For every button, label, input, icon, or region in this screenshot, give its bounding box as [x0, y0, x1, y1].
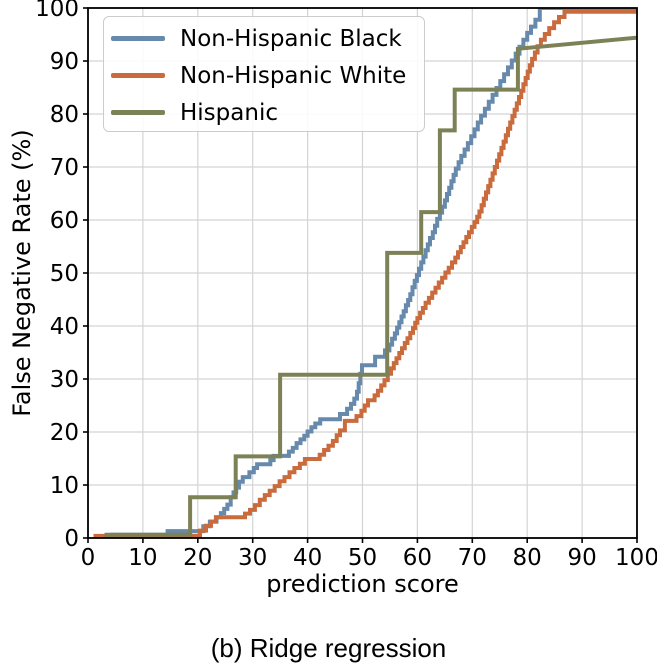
- x-tick-label: 70: [458, 545, 487, 571]
- series-line-2: [104, 35, 637, 537]
- legend-row: Non-Hispanic Black: [111, 20, 424, 57]
- legend-row: Hispanic: [111, 94, 424, 131]
- y-axis-label: False Negative Rate (%): [8, 129, 36, 417]
- plot-border: [87, 7, 638, 539]
- y-tick-label: 20: [50, 420, 79, 446]
- y-tick-label: 50: [50, 261, 79, 287]
- tick-labels: 0 10 20 30 40 50 60 70 80 90 100 0 10 20 30 40 50 60 70 80 9…: [35, 0, 657, 571]
- legend-label: Hispanic: [180, 99, 278, 126]
- series-line-0: [110, 8, 637, 537]
- x-tick-label: 60: [403, 545, 432, 571]
- legend-swatch-line-icon: [111, 73, 165, 78]
- x-axis-label: prediction score: [266, 570, 459, 598]
- x-tick-label: 100: [615, 545, 657, 571]
- x-tick-label: 80: [513, 545, 542, 571]
- y-tick-label: 30: [50, 367, 79, 393]
- series-group: [93, 8, 637, 538]
- legend: Non-Hispanic Black Non-Hispanic White Hi…: [103, 16, 425, 132]
- legend-row: Non-Hispanic White: [111, 57, 424, 94]
- legend-label: Non-Hispanic Black: [180, 25, 402, 52]
- x-tick-label: 0: [81, 545, 96, 571]
- y-tick-label: 40: [50, 314, 79, 340]
- x-tick-label: 20: [183, 545, 212, 571]
- legend-swatch-line-icon: [111, 110, 165, 115]
- legend-label: Non-Hispanic White: [180, 62, 407, 89]
- x-tick-label: 90: [567, 545, 596, 571]
- y-tick-label: 100: [35, 0, 79, 22]
- x-tick-label: 50: [348, 545, 377, 571]
- y-tick-label: 10: [50, 473, 79, 499]
- y-tick-label: 60: [50, 208, 79, 234]
- legend-swatch-line-icon: [111, 36, 165, 41]
- x-tick-label: 10: [128, 545, 157, 571]
- y-tick-label: 70: [50, 155, 79, 181]
- y-tick-label: 80: [50, 102, 79, 128]
- figure-caption: (b) Ridge regression: [210, 633, 447, 663]
- y-tick-label: 0: [64, 526, 79, 552]
- series-line-1: [93, 9, 637, 538]
- y-tick-label: 90: [50, 49, 79, 75]
- x-tick-label: 40: [293, 545, 322, 571]
- x-tick-label: 30: [238, 545, 267, 571]
